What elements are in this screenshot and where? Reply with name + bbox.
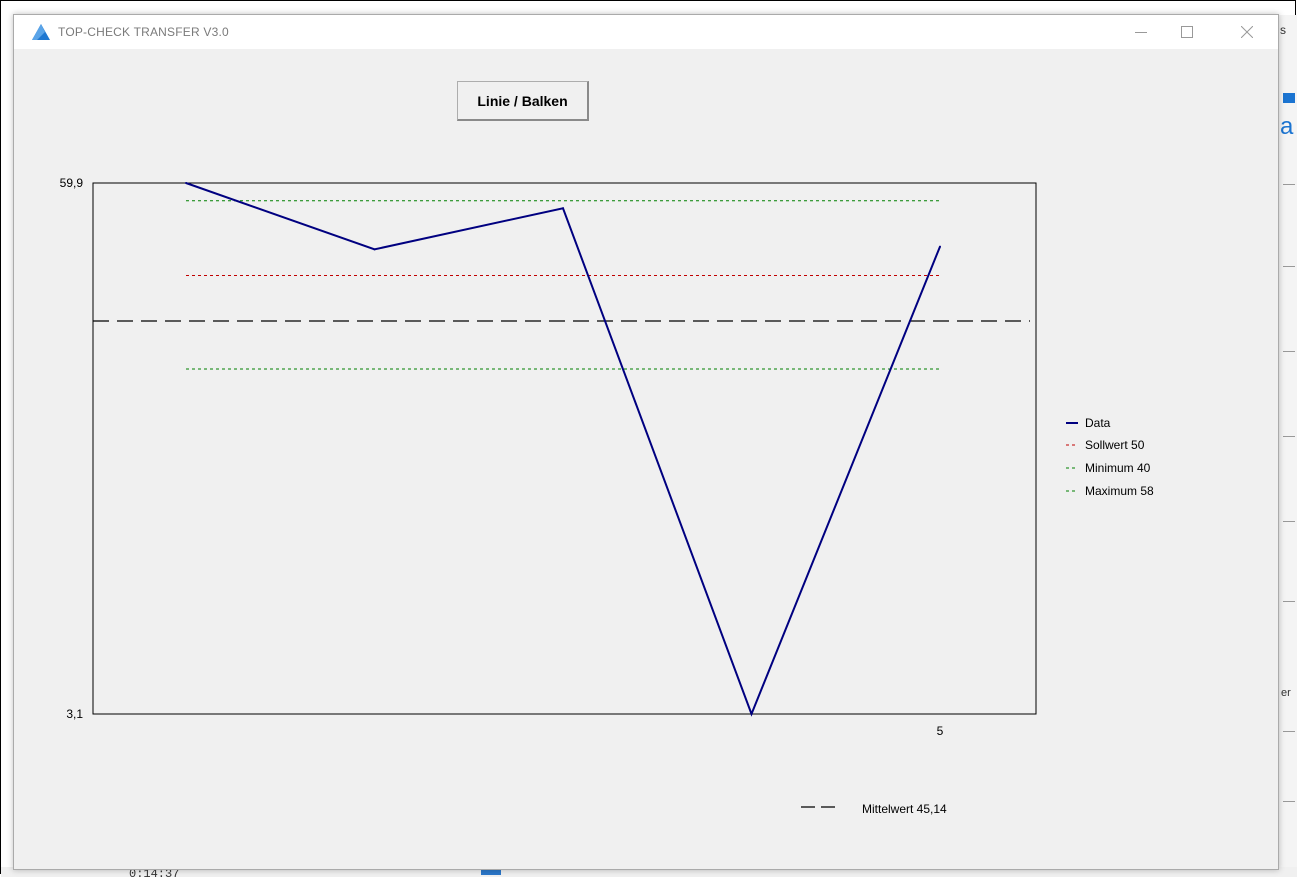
background-divider: [1283, 731, 1295, 732]
data-point: [562, 207, 564, 210]
background-taskbar: [1, 867, 1297, 877]
background-divider: [1283, 436, 1295, 437]
background-divider: [1283, 184, 1295, 185]
app-logo-icon: [32, 24, 50, 40]
legend: Data Sollwert 50 Minimum 40 Maximum 58: [1066, 416, 1154, 498]
legend-label-minimum: Minimum 40: [1085, 461, 1151, 475]
background-divider: [1283, 351, 1295, 352]
y-tick-label-max: 59,9: [60, 176, 84, 190]
background-accent: [1283, 93, 1295, 103]
background-divider: [1283, 801, 1295, 802]
chart-type-toggle-button[interactable]: Linie / Balken: [457, 81, 589, 121]
background-divider: [1283, 521, 1295, 522]
data-series-line: [185, 182, 941, 717]
background-window-label: er: [1281, 687, 1291, 699]
maximize-icon: [1181, 26, 1193, 38]
close-icon: [1241, 26, 1253, 38]
background-divider: [1283, 601, 1295, 602]
legend-label-sollwert: Sollwert 50: [1085, 438, 1145, 452]
legend-label-data: Data: [1085, 416, 1111, 430]
legend-label-maximum: Maximum 58: [1085, 484, 1154, 498]
background-window-text: a: [1280, 113, 1294, 140]
data-point: [373, 248, 376, 251]
background-window: [1279, 15, 1297, 875]
background-scroll-thumb: [481, 867, 501, 875]
background-window-title: s: [1280, 23, 1286, 37]
plot-area: [92, 182, 1037, 715]
data-point: [185, 182, 187, 184]
close-button[interactable]: [1224, 15, 1270, 49]
maximize-button[interactable]: [1164, 15, 1210, 49]
minimize-button[interactable]: [1118, 15, 1164, 49]
background-divider: [1283, 266, 1295, 267]
title-bar[interactable]: TOP-CHECK TRANSFER V3.0: [14, 15, 1278, 49]
data-point: [750, 713, 753, 715]
x-tick-label: 5: [937, 724, 944, 738]
mean-legend-label: Mittelwert 45,14: [862, 802, 947, 816]
data-point: [939, 245, 941, 248]
y-tick-label-min: 3,1: [66, 707, 83, 721]
mean-legend: Mittelwert 45,14: [801, 802, 947, 816]
app-window: TOP-CHECK TRANSFER V3.0 Linie / Balken 5…: [13, 14, 1279, 870]
minimize-icon: [1135, 32, 1147, 33]
line-chart: 59,9 3,1 5 Data Sollwert 50 Minimum 40 M…: [60, 176, 1154, 816]
window-title: TOP-CHECK TRANSFER V3.0: [58, 25, 229, 39]
